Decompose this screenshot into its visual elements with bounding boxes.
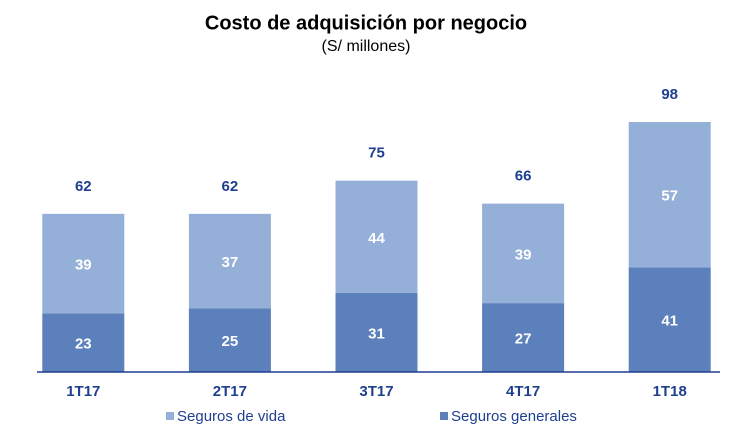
bar-segment [335, 180, 418, 293]
total-label: 66 [515, 168, 532, 185]
bar-segment [42, 313, 125, 372]
bar-segment [188, 213, 271, 309]
x-tick-label: 3T17 [359, 383, 393, 400]
bar-segment [628, 267, 711, 372]
x-tick-label: 1T18 [653, 383, 687, 400]
segment-label: 23 [75, 336, 92, 353]
legend-label: Seguros generales [451, 408, 577, 425]
chart-subtitle: (S/ millones) [322, 38, 411, 55]
bar-segment [628, 122, 711, 268]
x-tick-label: 4T17 [506, 383, 540, 400]
segment-label: 25 [222, 333, 239, 350]
segment-label: 39 [515, 246, 532, 263]
segment-label: 27 [515, 331, 532, 348]
segment-label: 41 [661, 313, 678, 330]
bar-segment [482, 303, 565, 372]
x-tick-label: 1T17 [66, 383, 100, 400]
total-label: 75 [368, 145, 385, 162]
segment-label: 39 [75, 257, 92, 274]
segment-label: 31 [368, 325, 385, 342]
chart-title: Costo de adquisición por negocio [205, 12, 527, 34]
bar-segment [188, 308, 271, 372]
legend-label: Seguros de vida [177, 408, 286, 425]
bar-segment [482, 203, 565, 304]
total-label: 62 [75, 178, 92, 195]
legend-swatch [166, 412, 174, 420]
bar-segment [335, 292, 418, 372]
total-label: 98 [661, 86, 678, 103]
segment-label: 37 [222, 254, 239, 271]
segment-label: 57 [661, 188, 678, 205]
segment-label: 44 [368, 230, 385, 247]
bar-segment [42, 213, 125, 314]
legend-swatch [440, 412, 448, 420]
x-tick-label: 2T17 [213, 383, 247, 400]
total-label: 62 [222, 178, 239, 195]
